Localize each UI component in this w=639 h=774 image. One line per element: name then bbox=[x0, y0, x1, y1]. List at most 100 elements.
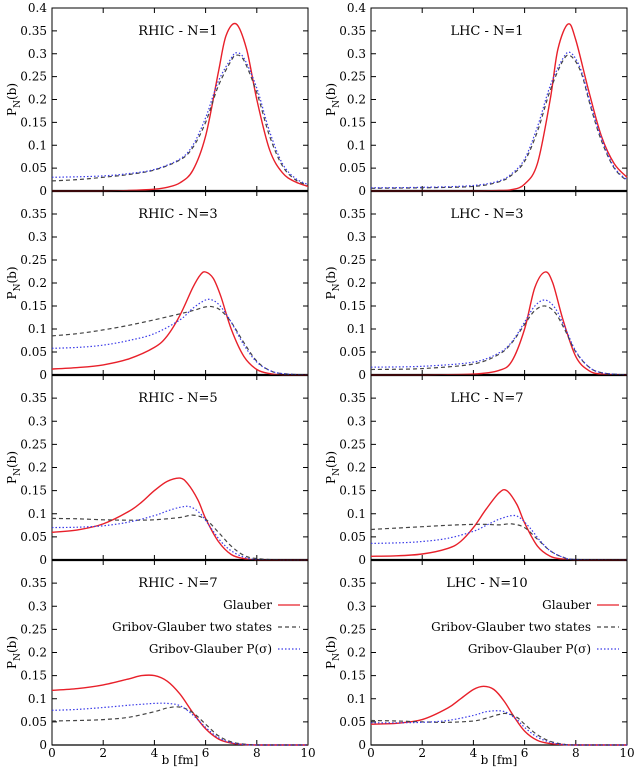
panel-title: RHIC - N=7 bbox=[138, 576, 217, 591]
y-tick-label: 0.25 bbox=[339, 437, 366, 451]
y-axis-title: PN(b) bbox=[5, 451, 23, 484]
series-line-two_states bbox=[51, 305, 309, 376]
panel-title: RHIC - N=1 bbox=[138, 24, 217, 39]
y-tick-label: 0.3 bbox=[28, 230, 47, 244]
y-tick-label: 0.25 bbox=[339, 622, 366, 636]
y-axis-title-subscript: N bbox=[332, 653, 342, 661]
x-axis-title: b [fm] bbox=[481, 753, 518, 767]
y-tick-label: 0.1 bbox=[347, 507, 366, 521]
x-tick-label: 10 bbox=[619, 746, 634, 760]
panel-title: RHIC - N=5 bbox=[138, 391, 217, 406]
y-tick-label: 0.35 bbox=[20, 24, 47, 38]
y-axis-title-subscript: N bbox=[332, 468, 342, 476]
panel-title: LHC - N=7 bbox=[450, 391, 523, 406]
y-tick-label: 0.3 bbox=[347, 47, 366, 61]
series-line-glauber bbox=[52, 22, 309, 192]
y-tick-label: 0.3 bbox=[28, 414, 47, 428]
panel-7: 0 0.05 0.1 0.15 0.2 0.25 0.3 0.35 0 2 4 6 8 10 PN(b) b … bbox=[5, 559, 316, 767]
series-line-glauber bbox=[51, 477, 308, 561]
y-tick-label: 0.25 bbox=[20, 622, 47, 636]
x-tick-label: 8 bbox=[253, 746, 261, 760]
x-tick-label: 4 bbox=[470, 746, 478, 760]
y-tick-label: 0.15 bbox=[20, 669, 47, 683]
y-tick-label: 0.15 bbox=[20, 484, 47, 498]
y-tick-label: 0.2 bbox=[28, 646, 47, 660]
panel-2: 0 0.05 0.1 0.15 0.2 0.25 0.3 0.35 0.4 PN(b) LHC - … bbox=[324, 1, 628, 198]
y-axis-title: PN(b) bbox=[324, 451, 342, 484]
series-line-p_sigma bbox=[51, 52, 309, 186]
series-line-glauber bbox=[51, 674, 308, 746]
y-tick-label: 0.1 bbox=[28, 138, 47, 152]
series-line-glauber bbox=[370, 489, 627, 561]
panel-8: 0 0.05 0.1 0.15 0.2 0.25 0.3 0.35 0 2 4 6 8 10 PN(b) b … bbox=[324, 559, 635, 767]
y-axis-title-suffix: (b) bbox=[5, 267, 19, 284]
y-tick-label: 0.25 bbox=[339, 70, 366, 84]
y-tick-label: 0 bbox=[358, 184, 366, 198]
x-tick-label: 0 bbox=[367, 746, 375, 760]
legend-label: Gribov-Glauber two states bbox=[431, 620, 591, 634]
y-tick-label: 0.1 bbox=[28, 507, 47, 521]
y-tick-label: 0.05 bbox=[20, 345, 47, 359]
y-tick-label: 0.3 bbox=[347, 230, 366, 244]
y-axis-title: PN(b) bbox=[324, 83, 342, 116]
y-axis-title-main: P bbox=[324, 108, 338, 116]
panel-4: 0 0.05 0.1 0.15 0.2 0.25 0.3 0.35 PN(b) LHC - N=3 bbox=[324, 190, 628, 382]
y-axis-title-suffix: (b) bbox=[5, 451, 19, 468]
x-tick-label: 4 bbox=[151, 746, 159, 760]
series-line-glauber bbox=[371, 271, 628, 376]
y-tick-label: 0 bbox=[39, 184, 47, 198]
x-tick-label: 2 bbox=[418, 746, 426, 760]
panel-title: LHC - N=1 bbox=[450, 24, 523, 39]
y-tick-label: 0.05 bbox=[339, 161, 366, 175]
y-axis-title-subscript: N bbox=[13, 653, 23, 661]
panel-3: 0 0.05 0.1 0.15 0.2 0.25 0.3 0.35 PN(b) RHIC - N=… bbox=[5, 190, 309, 382]
y-tick-label: 0.35 bbox=[20, 391, 47, 405]
series-line-p_sigma bbox=[51, 702, 308, 746]
y-tick-label: 0.15 bbox=[339, 484, 366, 498]
y-tick-label: 0.05 bbox=[20, 715, 47, 729]
legend-label: Glauber bbox=[542, 598, 591, 612]
y-tick-label: 0.25 bbox=[20, 70, 47, 84]
panel-1: 0 0.05 0.1 0.15 0.2 0.25 0.3 0.35 0.4 PN(b) RHIC -… bbox=[5, 1, 309, 198]
panel-title: RHIC - N=3 bbox=[138, 207, 217, 222]
y-axis-title-suffix: (b) bbox=[324, 636, 338, 653]
y-tick-label: 0.1 bbox=[347, 692, 366, 706]
y-axis-title-suffix: (b) bbox=[324, 83, 338, 100]
x-tick-label: 8 bbox=[572, 746, 580, 760]
y-tick-label: 0 bbox=[39, 368, 47, 382]
y-tick-label: 0.15 bbox=[20, 115, 47, 129]
x-axis-title: b [fm] bbox=[162, 753, 199, 767]
y-tick-label: 0.15 bbox=[20, 299, 47, 313]
y-tick-label: 0 bbox=[358, 738, 366, 752]
y-axis-title-subscript: N bbox=[13, 283, 23, 291]
series-line-two_states bbox=[370, 54, 628, 189]
y-axis-title: PN(b) bbox=[324, 267, 342, 300]
series-line-two_states bbox=[370, 523, 628, 561]
y-tick-label: 0.3 bbox=[347, 414, 366, 428]
series-line-two_states bbox=[51, 706, 308, 746]
series-line-two_states bbox=[370, 712, 627, 746]
y-tick-label: 0.2 bbox=[347, 276, 366, 290]
y-axis-title: PN(b) bbox=[5, 267, 23, 300]
y-axis-title-main: P bbox=[5, 108, 19, 116]
y-tick-label: 0.3 bbox=[347, 599, 366, 613]
y-tick-label: 0.15 bbox=[339, 299, 366, 313]
y-axis-title-subscript: N bbox=[13, 468, 23, 476]
y-tick-label: 0.2 bbox=[28, 276, 47, 290]
y-tick-label: 0.4 bbox=[347, 1, 366, 15]
y-tick-label: 0.2 bbox=[347, 646, 366, 660]
y-tick-label: 0.2 bbox=[347, 93, 366, 107]
y-tick-label: 0 bbox=[358, 368, 366, 382]
y-tick-label: 0.4 bbox=[28, 1, 47, 15]
y-tick-label: 0.05 bbox=[20, 530, 47, 544]
y-tick-label: 0.2 bbox=[347, 461, 366, 475]
legend-label: Gribov-Glauber P(σ) bbox=[149, 642, 272, 656]
x-tick-label: 6 bbox=[202, 746, 210, 760]
series-line-p_sigma bbox=[370, 514, 628, 561]
series-line-p_sigma bbox=[51, 298, 309, 376]
x-tick-label: 2 bbox=[99, 746, 107, 760]
y-tick-label: 0.15 bbox=[339, 669, 366, 683]
series-line-two_states bbox=[370, 305, 628, 376]
y-axis-title-suffix: (b) bbox=[324, 267, 338, 284]
